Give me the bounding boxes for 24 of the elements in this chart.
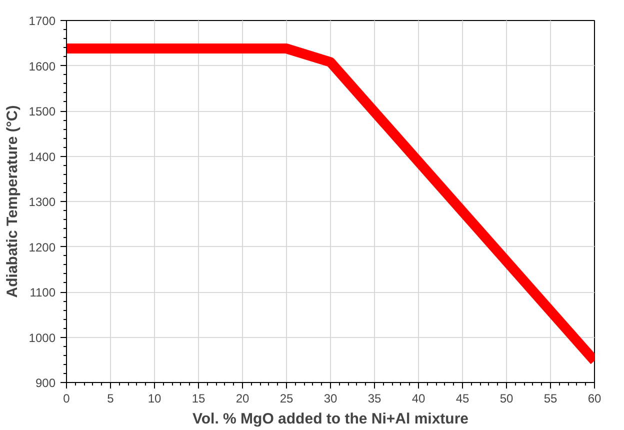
x-tick-label: 25: [280, 392, 294, 406]
x-tick-label: 40: [412, 392, 426, 406]
y-tick-label: 1400: [28, 150, 56, 164]
x-tick-label: 60: [588, 392, 602, 406]
x-tick-label: 55: [544, 392, 558, 406]
y-tick-label: 1700: [28, 14, 56, 28]
x-tick-label: 45: [456, 392, 470, 406]
x-tick-label: 0: [63, 392, 70, 406]
y-tick-label: 1300: [28, 195, 56, 209]
y-tick-label: 1500: [28, 104, 56, 118]
x-tick-label: 10: [148, 392, 162, 406]
y-tick-label: 1100: [30, 286, 56, 300]
y-tick-label: 900: [35, 376, 56, 390]
x-tick-label: 35: [368, 392, 382, 406]
y-tick-label: 1200: [28, 240, 56, 254]
x-tick-label: 20: [236, 392, 250, 406]
x-tick-label: 50: [500, 392, 514, 406]
x-tick-label: 30: [324, 392, 338, 406]
y-tick-label: 1000: [28, 330, 56, 345]
x-axis-title: Vol. % MgO added to the Ni+Al mixture: [192, 410, 468, 428]
x-tick-label: 15: [192, 392, 206, 406]
y-axis-title: Adiabatic Temperature (°C): [4, 105, 21, 298]
y-tick-label: 1600: [28, 59, 56, 74]
x-tick-label: 5: [107, 392, 114, 406]
